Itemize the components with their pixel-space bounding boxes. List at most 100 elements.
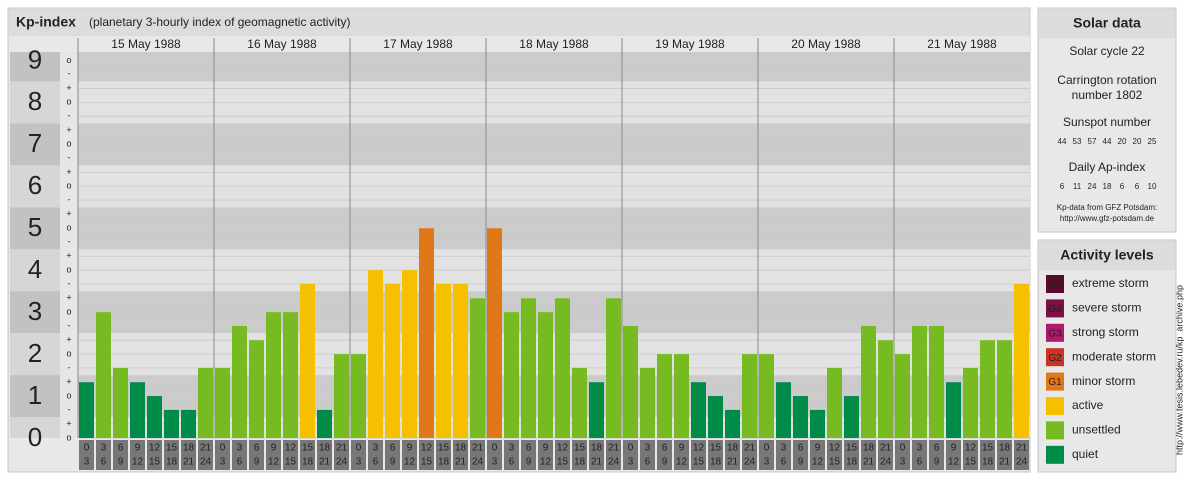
bar	[708, 396, 723, 438]
y-minor-label: +	[66, 209, 71, 219]
bar	[555, 298, 570, 438]
bar	[334, 354, 349, 438]
hour-box	[487, 440, 502, 470]
x-tick-label: 18	[438, 457, 450, 468]
bar	[113, 367, 128, 438]
y-tick-label: 0	[28, 422, 42, 452]
bar	[181, 409, 196, 438]
hour-box	[79, 440, 94, 470]
bar	[419, 228, 434, 438]
ap-value: 24	[1088, 182, 1097, 191]
hour-box	[657, 440, 672, 470]
x-tick-label: 6	[101, 457, 107, 468]
x-tick-label: 12	[965, 443, 977, 454]
source: Kp-data from GFZ Potsdam:	[1057, 203, 1157, 212]
carrington: Carrington rotation	[1057, 73, 1156, 87]
bar	[147, 396, 162, 438]
hour-box	[181, 440, 196, 470]
bar	[266, 312, 281, 438]
hour-box	[470, 440, 485, 470]
y-minor-label: +	[66, 167, 71, 177]
x-tick-label: 9	[951, 443, 957, 454]
y-minor-label: -	[68, 111, 71, 121]
bar	[79, 382, 94, 438]
x-tick-label: 9	[526, 457, 532, 468]
hour-box	[538, 440, 553, 470]
y-minor-label: +	[66, 251, 71, 261]
bar	[300, 284, 315, 438]
hour-box	[368, 440, 383, 470]
legend-label: minor storm	[1072, 374, 1135, 388]
hour-box	[980, 440, 995, 470]
y-tick-label: 5	[28, 212, 42, 242]
x-tick-label: 12	[676, 457, 688, 468]
hour-box	[606, 440, 621, 470]
x-tick-label: 18	[302, 457, 314, 468]
bar	[946, 382, 961, 438]
x-tick-label: 15	[693, 457, 705, 468]
x-tick-label: 12	[829, 443, 841, 454]
bar	[844, 396, 859, 438]
x-tick-label: 12	[132, 457, 144, 468]
label-band	[10, 291, 60, 334]
x-tick-label: 15	[166, 443, 178, 454]
hour-box	[521, 440, 536, 470]
hour-box	[130, 440, 145, 470]
y-minor-label: -	[68, 362, 71, 372]
y-tick-label: 2	[28, 338, 42, 368]
x-tick-label: 6	[254, 443, 260, 454]
hour-box	[300, 440, 315, 470]
legend-label: quiet	[1072, 447, 1099, 461]
hour-box	[912, 440, 927, 470]
x-tick-label: 3	[237, 443, 243, 454]
bar	[589, 382, 604, 438]
ap-value: 11	[1073, 182, 1082, 191]
hour-box	[385, 440, 400, 470]
hour-box	[504, 440, 519, 470]
bar	[317, 409, 332, 438]
bar	[232, 325, 247, 438]
hour-box	[436, 440, 451, 470]
x-tick-label: 12	[149, 443, 161, 454]
y-tick-label: 9	[28, 44, 42, 74]
x-tick-label: 0	[84, 443, 90, 454]
hour-box	[708, 440, 723, 470]
y-minor-label: -	[68, 153, 71, 163]
hour-box	[895, 440, 910, 470]
x-tick-label: 12	[404, 457, 416, 468]
y-minor-label: -	[68, 278, 71, 288]
hour-box	[827, 440, 842, 470]
y-minor-label: +	[66, 377, 71, 387]
label-band	[10, 333, 60, 376]
day-header	[758, 38, 894, 52]
minor-column	[60, 52, 78, 438]
x-tick-label: 0	[492, 443, 498, 454]
x-tick-label: 15	[829, 457, 841, 468]
day-label: 16 May 1988	[247, 37, 317, 51]
bar	[351, 354, 366, 438]
bar	[759, 354, 774, 438]
x-tick-label: 21	[200, 443, 212, 454]
x-tick-label: 9	[934, 457, 940, 468]
hour-box	[317, 440, 332, 470]
hour-box	[946, 440, 961, 470]
legend-label: unsettled	[1072, 423, 1121, 437]
source: http://www.gfz-potsdam.de	[1060, 214, 1155, 223]
hour-box	[861, 440, 876, 470]
x-tick-label: 24	[1016, 457, 1028, 468]
x-tick-label: 12	[693, 443, 705, 454]
bar	[436, 284, 451, 438]
bar	[827, 367, 842, 438]
x-tick-label: 6	[798, 443, 804, 454]
x-tick-label: 21	[744, 443, 756, 454]
carrington: number 1802	[1072, 88, 1143, 102]
bar	[623, 325, 638, 438]
bar	[861, 325, 876, 438]
x-tick-label: 15	[965, 457, 977, 468]
hour-box	[147, 440, 162, 470]
x-tick-label: 9	[271, 443, 277, 454]
x-tick-label: 6	[662, 443, 668, 454]
legend-label: extreme storm	[1072, 276, 1149, 290]
y-minor-label: +	[66, 419, 71, 429]
